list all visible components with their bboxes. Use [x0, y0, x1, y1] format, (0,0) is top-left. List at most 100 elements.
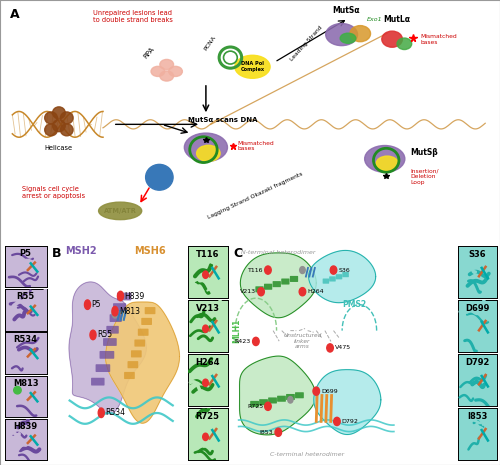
Text: ATM/ATR: ATM/ATR — [104, 208, 136, 214]
Circle shape — [112, 306, 118, 316]
Circle shape — [146, 165, 173, 190]
Polygon shape — [314, 370, 381, 434]
FancyBboxPatch shape — [281, 279, 289, 285]
Text: MutSβ: MutSβ — [410, 148, 438, 157]
Circle shape — [202, 325, 208, 332]
Polygon shape — [240, 356, 316, 435]
FancyBboxPatch shape — [277, 396, 286, 402]
Polygon shape — [69, 282, 146, 414]
Ellipse shape — [196, 145, 220, 161]
Text: MSH6: MSH6 — [134, 246, 166, 256]
Text: V213: V213 — [196, 304, 220, 312]
Circle shape — [60, 112, 73, 124]
Text: RPA: RPA — [143, 46, 156, 60]
Text: I853: I853 — [467, 412, 487, 421]
Circle shape — [60, 124, 73, 136]
FancyBboxPatch shape — [124, 372, 135, 379]
FancyBboxPatch shape — [142, 318, 152, 325]
Text: D792: D792 — [465, 358, 489, 367]
Polygon shape — [106, 302, 180, 423]
Text: DNA Pol
Complex: DNA Pol Complex — [240, 61, 264, 72]
Text: PCNA: PCNA — [203, 35, 216, 52]
Circle shape — [98, 408, 104, 418]
Circle shape — [252, 337, 259, 345]
Text: R534: R534 — [106, 408, 126, 417]
Text: MutLα: MutLα — [384, 15, 410, 24]
Text: Leading Strand: Leading Strand — [289, 25, 324, 62]
Text: Mismatched
bases: Mismatched bases — [238, 140, 275, 152]
Text: D792: D792 — [342, 419, 358, 424]
Circle shape — [313, 387, 320, 395]
Text: D699: D699 — [465, 304, 489, 312]
Circle shape — [275, 428, 281, 436]
Text: Mismatched
bases: Mismatched bases — [420, 34, 458, 45]
FancyBboxPatch shape — [268, 398, 277, 404]
Ellipse shape — [397, 38, 411, 50]
FancyBboxPatch shape — [128, 361, 138, 368]
FancyBboxPatch shape — [100, 351, 114, 359]
Text: C: C — [234, 247, 242, 260]
Text: Helicase: Helicase — [45, 145, 73, 151]
Text: H264: H264 — [195, 358, 220, 367]
FancyBboxPatch shape — [290, 276, 298, 282]
Ellipse shape — [184, 133, 228, 162]
Ellipse shape — [98, 202, 142, 219]
FancyBboxPatch shape — [250, 401, 259, 407]
Circle shape — [118, 291, 124, 301]
Text: MLH1: MLH1 — [232, 319, 241, 343]
FancyBboxPatch shape — [106, 326, 119, 334]
Circle shape — [202, 271, 208, 279]
FancyBboxPatch shape — [138, 329, 148, 336]
Ellipse shape — [151, 66, 164, 76]
Circle shape — [264, 266, 271, 274]
Circle shape — [84, 300, 90, 309]
FancyBboxPatch shape — [329, 276, 336, 281]
FancyBboxPatch shape — [117, 292, 132, 300]
Text: Lagging Strand Okazaki fragments: Lagging Strand Okazaki fragments — [206, 172, 304, 220]
Text: D699: D699 — [321, 389, 338, 394]
Circle shape — [112, 309, 118, 318]
Circle shape — [288, 397, 293, 403]
Circle shape — [258, 287, 264, 296]
Text: R55: R55 — [16, 292, 35, 301]
Circle shape — [327, 344, 334, 352]
Ellipse shape — [364, 146, 405, 172]
FancyBboxPatch shape — [259, 399, 268, 405]
Circle shape — [299, 287, 306, 296]
Text: R534: R534 — [14, 335, 38, 345]
Circle shape — [264, 402, 271, 411]
Text: M813: M813 — [119, 306, 140, 316]
Circle shape — [52, 120, 66, 132]
Ellipse shape — [235, 55, 270, 78]
Text: B: B — [52, 247, 61, 260]
Text: S36: S36 — [468, 250, 486, 259]
Text: P5: P5 — [92, 300, 101, 309]
Circle shape — [334, 417, 340, 425]
FancyBboxPatch shape — [96, 364, 110, 372]
FancyBboxPatch shape — [342, 272, 349, 277]
Circle shape — [300, 266, 305, 273]
Text: R55: R55 — [97, 331, 112, 339]
FancyBboxPatch shape — [322, 279, 329, 284]
Circle shape — [52, 107, 66, 119]
FancyBboxPatch shape — [134, 339, 145, 346]
Circle shape — [44, 112, 58, 124]
FancyBboxPatch shape — [286, 394, 295, 400]
Text: R423: R423 — [235, 339, 251, 344]
Ellipse shape — [168, 66, 182, 76]
FancyBboxPatch shape — [103, 338, 117, 346]
Circle shape — [14, 386, 21, 394]
FancyBboxPatch shape — [272, 281, 281, 287]
Text: MutSα: MutSα — [332, 6, 359, 15]
Ellipse shape — [160, 60, 173, 70]
Circle shape — [330, 266, 337, 274]
Ellipse shape — [160, 71, 173, 81]
Ellipse shape — [376, 156, 398, 171]
Text: S36: S36 — [338, 267, 350, 272]
FancyBboxPatch shape — [131, 350, 141, 358]
Text: P5: P5 — [20, 249, 32, 258]
Ellipse shape — [326, 24, 358, 46]
Text: H264: H264 — [308, 289, 324, 294]
Circle shape — [202, 433, 208, 440]
Text: PMS2: PMS2 — [342, 300, 366, 309]
